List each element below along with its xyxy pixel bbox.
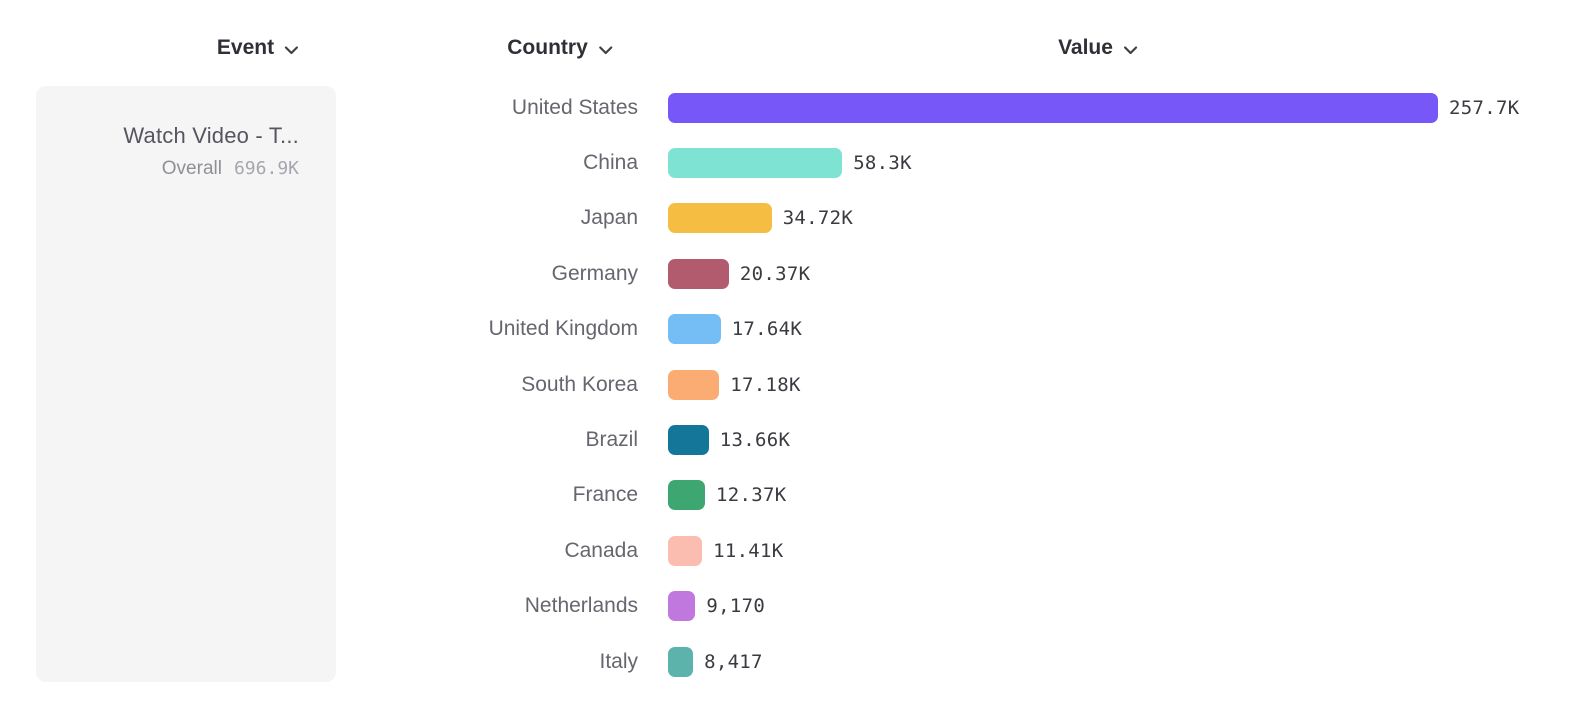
event-overall: Overall 696.9K bbox=[36, 158, 299, 180]
value-bar[interactable] bbox=[668, 258, 729, 289]
chart-row: United Kingdom 17.64K bbox=[0, 302, 1584, 357]
chart-row: France 12.37K bbox=[0, 468, 1584, 523]
bar-area: 13.66K bbox=[668, 425, 791, 456]
country-label[interactable]: China bbox=[583, 151, 638, 175]
chart-row: Canada 11.41K bbox=[0, 523, 1584, 578]
chart-row: South Korea 17.18K bbox=[0, 357, 1584, 412]
value-bar[interactable] bbox=[668, 425, 709, 456]
bar-area: 17.64K bbox=[668, 314, 803, 345]
chart-row: China 58.3K bbox=[0, 135, 1584, 190]
value-bar[interactable] bbox=[668, 203, 772, 234]
country-label[interactable]: Canada bbox=[564, 538, 638, 562]
bar-area: 257.7K bbox=[668, 92, 1520, 123]
overall-value: 696.9K bbox=[233, 158, 299, 179]
chevron-down-icon bbox=[598, 45, 612, 54]
chart-row: Germany 20.37K bbox=[0, 246, 1584, 301]
value-bar[interactable] bbox=[668, 535, 703, 566]
event-name: Watch Video - T... bbox=[123, 123, 299, 148]
bar-area: 34.72K bbox=[668, 203, 854, 234]
country-label[interactable]: South Korea bbox=[521, 372, 638, 396]
value-bar[interactable] bbox=[668, 480, 705, 511]
country-label[interactable]: Italy bbox=[599, 649, 638, 673]
event-column-header[interactable]: Event bbox=[217, 36, 299, 60]
value-label: 13.66K bbox=[719, 429, 791, 452]
bar-area: 8,417 bbox=[668, 646, 763, 677]
chart-row: Brazil 13.66K bbox=[0, 412, 1584, 467]
country-label[interactable]: Netherlands bbox=[524, 594, 638, 618]
country-bar-chart: United States 257.7K China 58.3K Japan 34.72K… bbox=[0, 80, 1584, 689]
value-label: 11.41K bbox=[713, 539, 784, 562]
country-column-header[interactable]: Country bbox=[507, 36, 613, 60]
chart-row: Italy 8,417 bbox=[0, 634, 1584, 689]
country-label[interactable]: France bbox=[572, 483, 638, 507]
chart-row: Japan 34.72K bbox=[0, 191, 1584, 246]
event-column-label: Event bbox=[216, 36, 275, 59]
bar-area: 9,170 bbox=[668, 591, 766, 622]
value-bar[interactable] bbox=[668, 369, 720, 400]
value-label: 9,170 bbox=[706, 595, 766, 618]
value-label: 257.7K bbox=[1449, 96, 1520, 119]
value-column-header[interactable]: Value bbox=[1058, 36, 1138, 60]
value-label: 20.37K bbox=[739, 262, 811, 285]
value-label: 12.37K bbox=[716, 484, 787, 507]
value-label: 58.3K bbox=[853, 152, 912, 175]
bar-area: 58.3K bbox=[668, 148, 912, 179]
value-bar[interactable] bbox=[668, 314, 721, 345]
overall-label: Overall bbox=[161, 158, 222, 179]
value-label: 34.72K bbox=[782, 207, 854, 230]
country-label[interactable]: United Kingdom bbox=[488, 317, 638, 341]
bar-area: 20.37K bbox=[668, 258, 811, 289]
country-label[interactable]: United States bbox=[511, 95, 638, 119]
chart-row: United States 257.7K bbox=[0, 80, 1584, 135]
bar-area: 17.18K bbox=[668, 369, 801, 400]
value-column-label: Value bbox=[1058, 36, 1113, 59]
country-column-label: Country bbox=[507, 36, 588, 59]
country-label[interactable]: Brazil bbox=[585, 428, 638, 452]
chevron-down-icon bbox=[284, 45, 299, 54]
country-label[interactable]: Germany bbox=[551, 261, 638, 285]
value-bar[interactable] bbox=[668, 148, 843, 179]
bar-area: 11.41K bbox=[668, 535, 784, 566]
country-label[interactable]: Japan bbox=[580, 206, 638, 230]
value-bar[interactable] bbox=[668, 646, 694, 677]
chevron-down-icon bbox=[1123, 45, 1138, 54]
value-label: 8,417 bbox=[704, 650, 763, 673]
chart-row: Netherlands 9,170 bbox=[0, 579, 1584, 634]
value-label: 17.18K bbox=[730, 373, 801, 396]
value-label: 17.64K bbox=[731, 318, 803, 341]
value-bar[interactable] bbox=[668, 92, 1438, 123]
value-bar[interactable] bbox=[668, 591, 696, 622]
event-card[interactable]: Watch Video - T... Overall 696.9K bbox=[36, 86, 336, 682]
bar-area: 12.37K bbox=[668, 480, 787, 511]
